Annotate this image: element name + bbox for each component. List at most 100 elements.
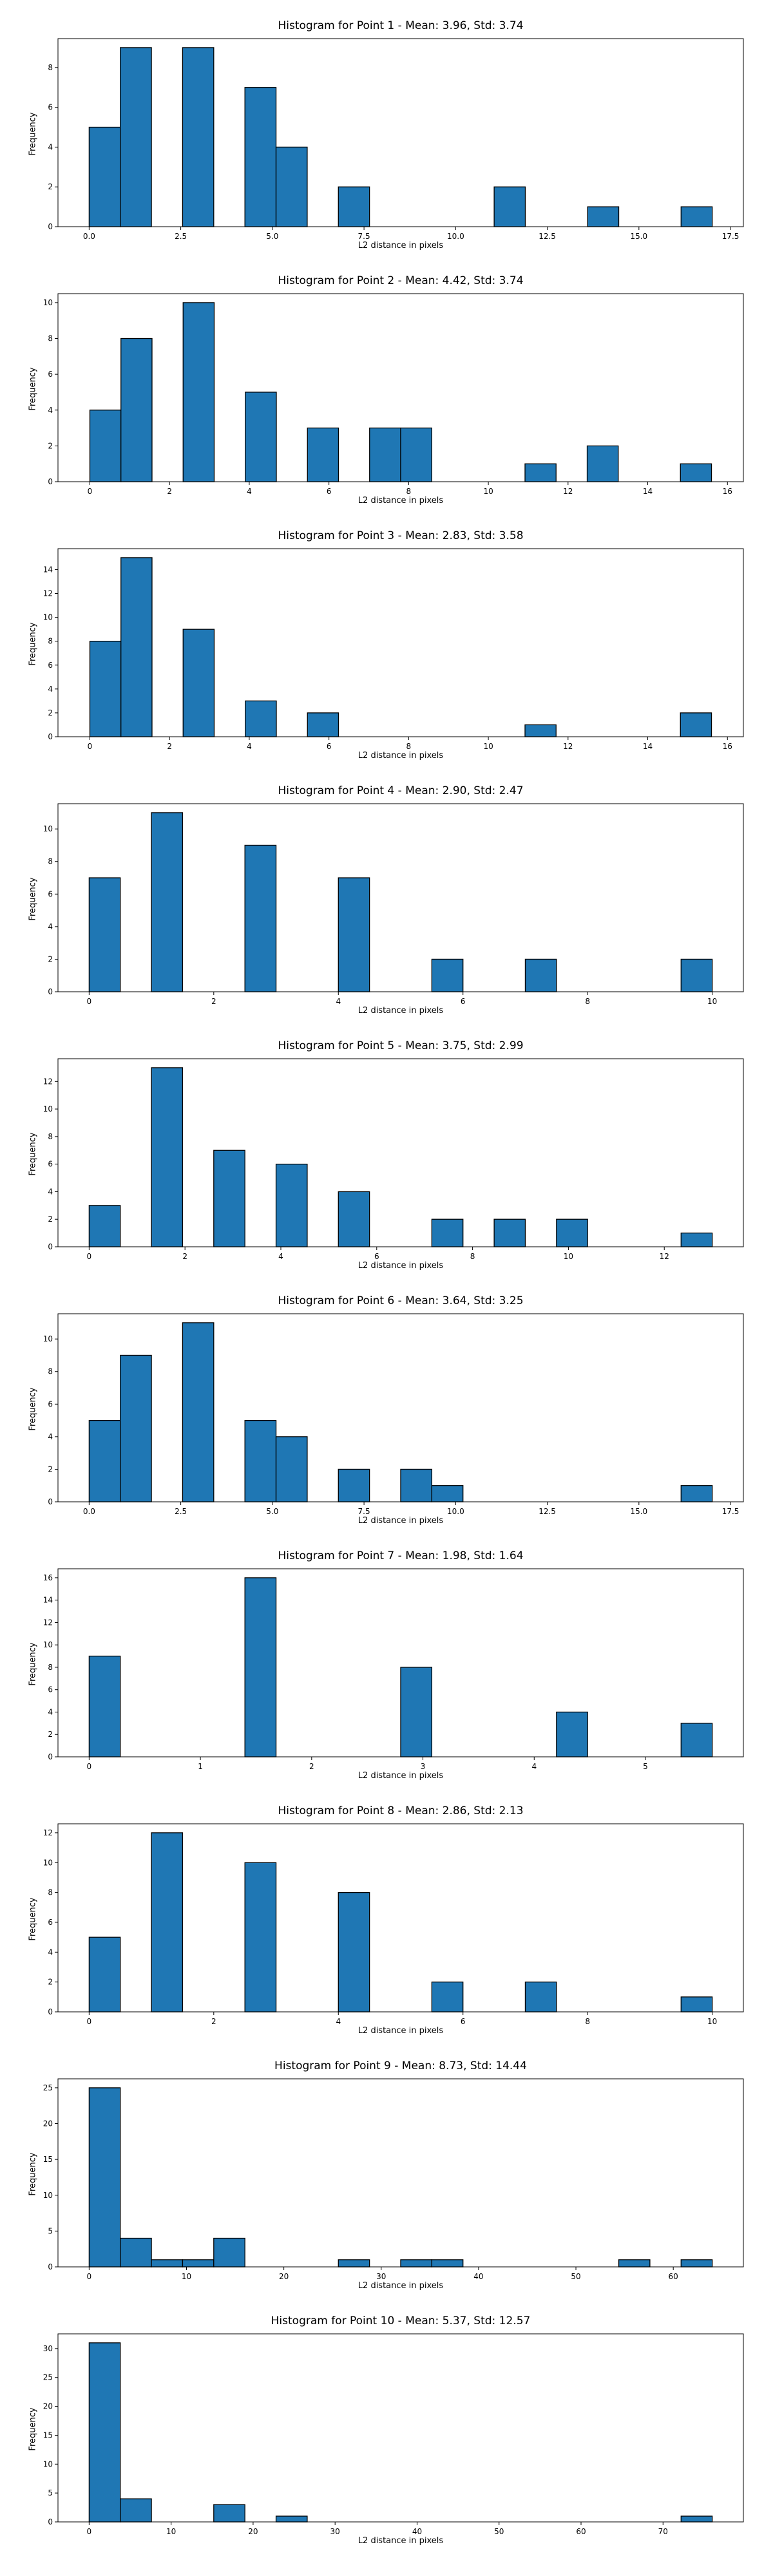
x-tick-label: 14 <box>643 742 653 751</box>
histogram-bar <box>275 1436 308 1502</box>
y-axis-label: Frequency <box>28 622 38 666</box>
y-axis-label: Frequency <box>28 2407 38 2451</box>
histogram-bar <box>680 958 713 992</box>
x-tick-label: 0.0 <box>83 1507 95 1516</box>
histogram-bar <box>680 463 712 482</box>
x-tick-label: 14 <box>643 487 653 496</box>
x-tick-label: 5.0 <box>266 1507 278 1516</box>
x-tick-label: 16 <box>723 742 732 751</box>
y-tick-label: 0 <box>48 732 53 741</box>
y-tick-label: 6 <box>48 1399 53 1408</box>
histogram-bar <box>151 1832 184 2012</box>
histogram-bar <box>524 958 557 992</box>
histogram-bar <box>431 1982 464 2012</box>
histogram-bar <box>151 1067 184 1247</box>
x-tick-label: 8 <box>406 487 412 496</box>
histogram-bar <box>88 1419 121 1502</box>
plot-frame <box>57 293 744 482</box>
x-tick-label: 4 <box>247 487 252 496</box>
histogram-panel-2: Histogram for Point 2 - Mean: 4.42, Std:… <box>0 256 773 511</box>
x-tick-label: 40 <box>412 2527 422 2536</box>
x-tick-label: 12 <box>563 742 573 751</box>
histogram-bar <box>431 958 464 992</box>
x-tick-label: 10 <box>707 2017 717 2026</box>
histogram-bar <box>400 1468 433 1502</box>
x-axis-label: L2 distance in pixels <box>358 1006 444 1016</box>
histogram-bar <box>338 1891 370 2012</box>
histogram-bar <box>524 724 557 737</box>
x-tick-label: 70 <box>658 2527 668 2536</box>
histogram-bar <box>556 1711 588 1757</box>
y-tick-label: 10 <box>43 2191 53 2200</box>
histogram-bar <box>244 844 277 992</box>
histogram-bar <box>88 1205 121 1247</box>
histogram-bar <box>338 1191 370 1247</box>
x-tick-label: 0 <box>87 1252 92 1261</box>
y-tick-label: 10 <box>43 1858 53 1867</box>
y-tick-label: 4 <box>48 685 53 694</box>
x-tick-label: 2 <box>211 2017 216 2026</box>
x-tick-label: 6 <box>461 2017 466 2026</box>
histogram-bar <box>120 1354 152 1502</box>
y-tick-label: 8 <box>48 334 53 343</box>
plot-frame <box>57 38 744 227</box>
histogram-bar <box>524 1982 557 2012</box>
histogram-bar <box>120 2498 152 2523</box>
y-tick-label: 2 <box>48 441 53 450</box>
histogram-bar <box>493 186 526 227</box>
histogram-bar <box>618 2259 651 2268</box>
histogram-bar <box>275 146 308 227</box>
x-tick-label: 10 <box>166 2527 176 2536</box>
y-tick-label: 0 <box>48 1242 53 1251</box>
chart-title: Histogram for Point 4 - Mean: 2.90, Std:… <box>278 784 524 797</box>
y-tick-label: 4 <box>48 922 53 931</box>
y-axis-label: Frequency <box>28 877 38 921</box>
x-tick-label: 8 <box>470 1252 475 1261</box>
x-tick-label: 20 <box>248 2527 258 2536</box>
x-tick-label: 30 <box>330 2527 340 2536</box>
y-tick-label: 12 <box>43 1077 53 1086</box>
x-tick-label: 0 <box>87 2017 92 2026</box>
y-tick-label: 15 <box>43 2155 53 2164</box>
chart-title: Histogram for Point 7 - Mean: 1.98, Std:… <box>278 1549 524 1562</box>
y-axis-label: Frequency <box>28 1642 38 1686</box>
x-tick-label: 0 <box>88 742 93 751</box>
y-tick-label: 4 <box>48 1432 53 1441</box>
x-tick-label: 6 <box>374 1252 379 1261</box>
x-tick-label: 6 <box>461 997 466 1006</box>
y-tick-label: 10 <box>43 1104 53 1113</box>
y-axis-label: Frequency <box>28 1897 38 1941</box>
x-tick-label: 0.0 <box>83 232 95 241</box>
histogram-bar <box>400 1667 433 1757</box>
x-tick-label: 2.5 <box>175 232 187 241</box>
y-tick-label: 8 <box>48 1367 53 1376</box>
x-tick-label: 5 <box>643 1762 648 1771</box>
y-tick-label: 2 <box>48 708 53 717</box>
chart-title: Histogram for Point 1 - Mean: 3.96, Std:… <box>278 19 524 32</box>
y-tick-label: 25 <box>43 2373 53 2382</box>
histogram-plot: 0 10 20 30 40 50 60 70 0 5 10 15 20 25 30 <box>43 2333 744 2536</box>
y-tick-label: 10 <box>43 1334 53 1343</box>
x-tick-label: 4 <box>247 742 252 751</box>
plot-frame <box>57 1823 744 2012</box>
histogram-bar <box>120 2237 152 2268</box>
histogram-bar <box>680 206 713 227</box>
x-tick-label: 2 <box>309 1762 314 1771</box>
x-axis-label: L2 distance in pixels <box>358 1771 444 1781</box>
histogram-bar <box>338 2259 370 2268</box>
histogram-bar <box>213 1150 245 1247</box>
y-axis-label: Frequency <box>28 367 38 411</box>
plot-frame <box>57 803 744 992</box>
x-tick-label: 6 <box>327 742 332 751</box>
y-tick-label: 10 <box>43 2459 53 2468</box>
y-tick-label: 2 <box>48 1978 53 1987</box>
x-tick-label: 10 <box>707 997 717 1006</box>
histogram-bar <box>88 126 121 227</box>
y-tick-label: 6 <box>48 1685 53 1694</box>
y-tick-label: 8 <box>48 1663 53 1672</box>
histogram-plot: 0 2 4 6 8 10 12 14 16 0 2 4 6 8 10 12 14 <box>43 548 744 751</box>
histogram-plot: 0 2 4 6 8 10 12 14 16 0 2 4 6 8 10 <box>43 293 744 496</box>
histogram-bar <box>680 712 712 737</box>
